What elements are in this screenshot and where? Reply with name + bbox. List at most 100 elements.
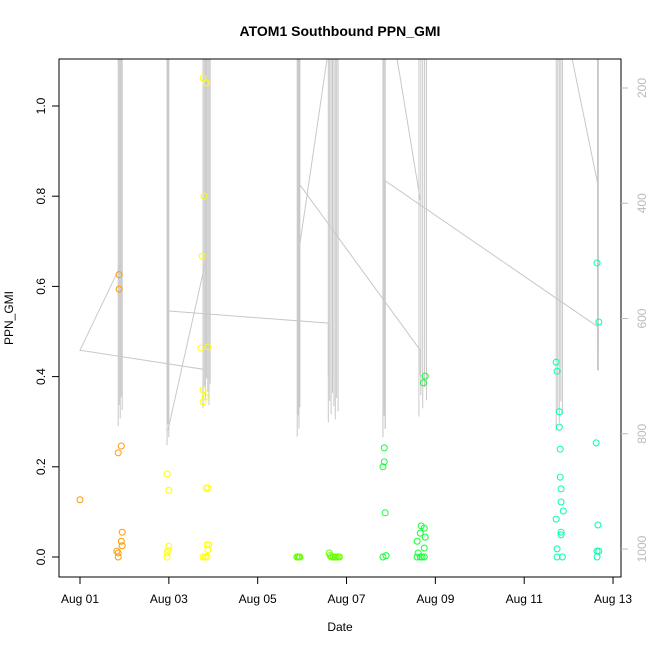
depth-track-segment [571, 59, 599, 188]
data-point [413, 537, 421, 545]
depth-track-segment [396, 59, 421, 200]
data-point [117, 442, 125, 450]
data-point [114, 549, 122, 557]
data-point [558, 553, 566, 561]
data-point [553, 553, 561, 561]
axes: Aug 01 Aug 03 Aug 05 Aug 07 Aug 09 Aug 11 Aug … [34, 78, 649, 606]
depth-track [79, 59, 599, 446]
x-tick-label: Aug 09 [416, 592, 454, 606]
data-point [416, 529, 424, 537]
data-point [163, 549, 171, 557]
data-point [553, 545, 561, 553]
data-point [593, 553, 601, 561]
data-point [199, 386, 207, 394]
data-point [115, 285, 123, 293]
y-tick-label: 0.6 [34, 278, 48, 295]
data-point [382, 552, 390, 560]
data-point [557, 528, 565, 536]
data-point [204, 546, 212, 554]
depth-track-segment [384, 179, 599, 429]
depth-track-segment [167, 264, 206, 431]
x-tick-label: Aug 03 [150, 592, 188, 606]
chart-title: ATOM1 Southbound PPN_GMI [240, 23, 441, 39]
data-point [414, 549, 422, 557]
data-point [117, 537, 125, 545]
data-point [552, 515, 560, 523]
data-point [165, 486, 173, 494]
data-point [76, 496, 84, 504]
data-point [203, 553, 211, 561]
data-point [379, 463, 387, 471]
x-tick-label: Aug 05 [239, 592, 277, 606]
depth-track-segment [79, 264, 204, 405]
data-point [419, 379, 427, 387]
right-y-tick-label: 600 [635, 308, 649, 328]
data-point [115, 271, 123, 279]
x-tick-label: Aug 07 [327, 592, 365, 606]
data-point [418, 553, 426, 561]
data-point [556, 445, 564, 453]
x-tick-label: Aug 13 [594, 592, 632, 606]
data-point [559, 507, 567, 515]
data-point [381, 509, 389, 517]
data-point [198, 252, 206, 260]
data-point [114, 553, 122, 561]
data-point [420, 544, 428, 552]
data-point [202, 79, 210, 87]
right-y-tick-label: 400 [635, 193, 649, 213]
y-tick-label: 0.0 [34, 548, 48, 565]
data-point [593, 259, 601, 267]
data-point [165, 542, 173, 550]
data-point [118, 542, 126, 550]
data-point [114, 449, 122, 457]
data-point [592, 439, 600, 447]
data-point [420, 553, 428, 561]
y-tick-label: 0.4 [34, 368, 48, 385]
data-point [205, 541, 213, 549]
data-point [555, 423, 563, 431]
y-tick-label: 0.2 [34, 458, 48, 475]
data-point [163, 553, 171, 561]
x-axis-label: Date [327, 620, 353, 634]
data-point [380, 458, 388, 466]
data-point [380, 444, 388, 452]
data-point [199, 74, 207, 82]
data-point [555, 408, 563, 416]
x-tick-label: Aug 01 [61, 592, 99, 606]
right-y-tick-label: 1000 [635, 535, 649, 562]
data-point [420, 524, 428, 532]
data-point [557, 531, 565, 539]
plot-frame [58, 58, 622, 578]
data-point [335, 553, 343, 561]
data-point [413, 553, 421, 561]
right-y-tick-label: 800 [635, 423, 649, 443]
data-point [421, 533, 429, 541]
y-tick-label: 0.8 [34, 188, 48, 205]
data-point [197, 344, 205, 352]
data-points [76, 74, 603, 561]
data-point [118, 528, 126, 536]
right-y-tick-label: 200 [635, 78, 649, 98]
data-point [204, 484, 212, 492]
depth-track-segment [297, 59, 328, 260]
data-point [163, 470, 171, 478]
data-point [553, 367, 561, 375]
data-point [552, 358, 560, 366]
data-point [557, 498, 565, 506]
data-point [296, 553, 304, 561]
data-point [199, 398, 207, 406]
data-point [556, 473, 564, 481]
data-point [595, 318, 603, 326]
data-point [421, 372, 429, 380]
data-point [204, 343, 212, 351]
depth-track-segment [299, 184, 421, 377]
x-tick-label: Aug 11 [506, 592, 543, 606]
data-point [557, 485, 565, 493]
data-point [594, 521, 602, 529]
y-axis-label: PPN_GMI [2, 291, 16, 345]
depth-track-segment [168, 310, 329, 378]
data-point [379, 553, 387, 561]
data-point [200, 192, 208, 200]
y-tick-label: 1.0 [34, 97, 48, 114]
